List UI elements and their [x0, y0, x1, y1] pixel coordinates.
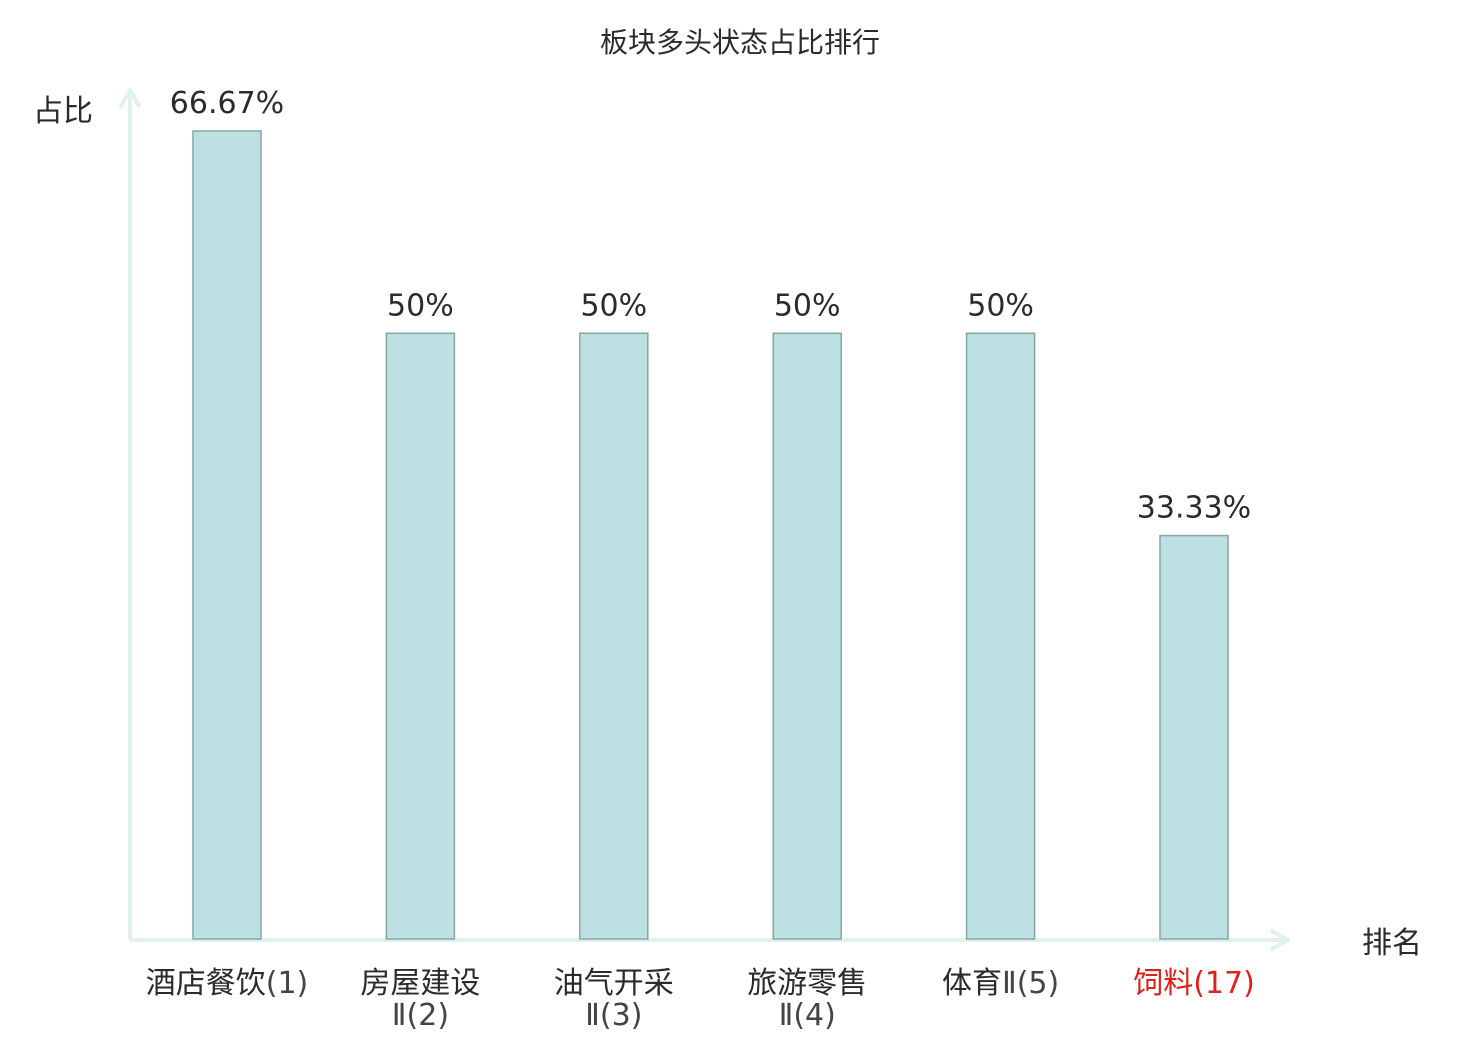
bar-value-label: 50%: [580, 288, 647, 323]
x-tick-label: 酒店餐饮(1): [146, 966, 309, 1001]
bar-value-label: 66.67%: [170, 86, 284, 121]
x-tick-label: 旅游零售: [747, 966, 867, 1001]
bar-value-label: 50%: [774, 288, 841, 323]
bar: [965, 332, 1036, 940]
bar-value-label: 50%: [387, 288, 454, 323]
x-tick-label: 房屋建设: [360, 966, 480, 1001]
bar: [385, 332, 456, 940]
bar: [579, 332, 649, 940]
x-tick-label: 饲料(17): [1133, 966, 1255, 1001]
bar: [192, 130, 262, 940]
y-axis-arrow: [119, 88, 141, 108]
value-labels-group: 66.67% 50% 50% 50% 50% 33.33%: [170, 86, 1251, 526]
x-tick-label: Ⅱ(3): [585, 998, 642, 1033]
x-tick-label: Ⅱ(2): [392, 998, 449, 1033]
x-tick-label: Ⅱ(4): [779, 998, 836, 1033]
bar-value-label: 33.33%: [1137, 491, 1251, 526]
x-axis-arrow: [1270, 929, 1290, 951]
bars-group: [192, 130, 1229, 940]
chart-title: 板块多头状态占比排行: [600, 26, 880, 59]
x-tick-label: 体育Ⅱ(5): [942, 966, 1059, 1001]
x-axis-label: 排名: [1362, 926, 1422, 961]
y-axis-label: 占比: [33, 94, 93, 129]
x-tick-label: 油气开采: [554, 966, 674, 1001]
bar-value-label: 50%: [967, 288, 1034, 323]
bar: [1159, 534, 1229, 940]
bar: [772, 332, 842, 940]
axes: [119, 88, 1290, 951]
